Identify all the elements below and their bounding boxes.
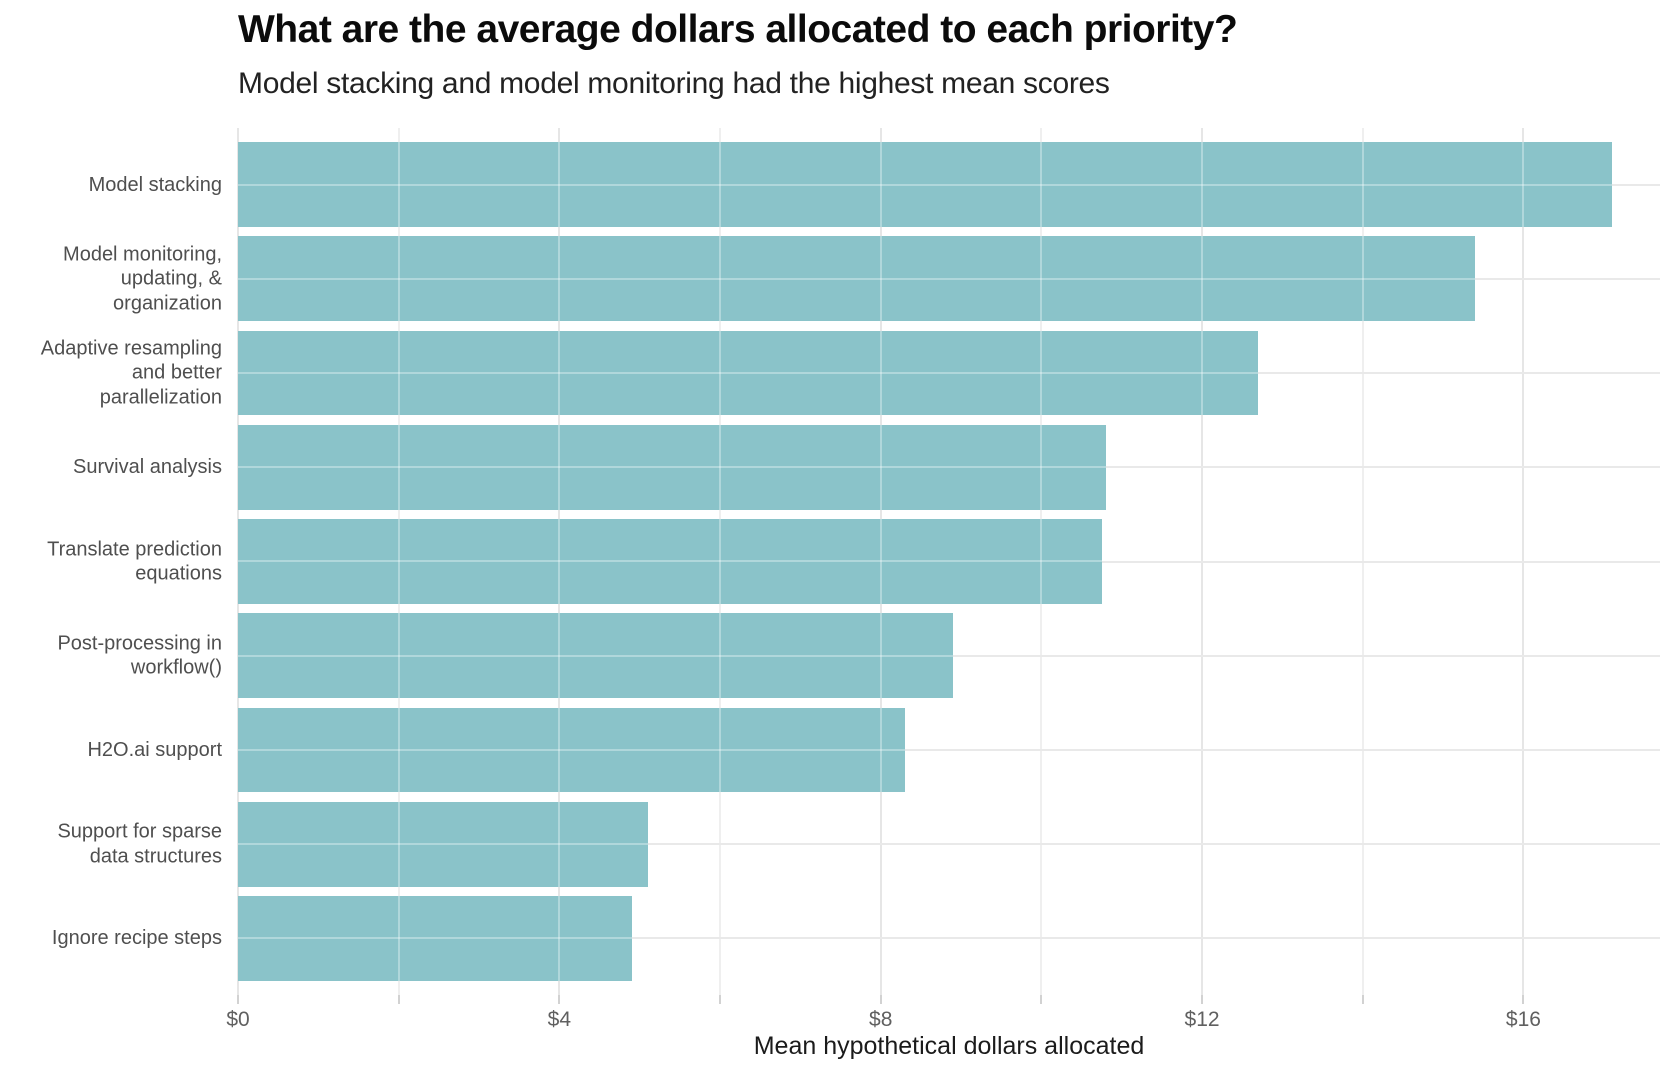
x-tick-mark <box>558 995 561 1004</box>
x-gridline-overlay <box>397 424 400 510</box>
x-gridline-overlay <box>558 330 561 416</box>
x-tick-mark <box>237 995 239 1004</box>
category-label: Model monitoring, updating, & organizati… <box>63 243 222 314</box>
y-gridline <box>238 843 1660 846</box>
y-gridline <box>238 748 1660 751</box>
bar <box>238 707 905 793</box>
chart-subtitle: Model stacking and model monitoring had … <box>238 67 1110 100</box>
x-gridline-overlay <box>719 519 722 604</box>
x-gridline-overlay <box>1361 142 1364 227</box>
y-gridline-overlay <box>238 183 1612 186</box>
x-gridline-overlay <box>879 707 882 793</box>
x-tick-label: $4 <box>547 1008 572 1031</box>
x-gridline-overlay <box>879 142 882 227</box>
x-gridline-overlay <box>719 330 722 416</box>
x-gridline-overlay <box>1040 236 1043 322</box>
category-label: Translate prediction equations <box>47 538 222 585</box>
x-gridline-overlay <box>397 142 400 227</box>
x-axis: $0 $4 $8 $12 $16 <box>226 995 1660 1035</box>
bar <box>238 236 1476 322</box>
bar <box>238 896 632 981</box>
x-gridline-overlay <box>1201 142 1204 227</box>
bar <box>238 613 954 699</box>
y-gridline-overlay <box>238 560 1102 563</box>
x-tick-mark <box>1040 995 1043 1004</box>
x-gridline-overlay <box>1040 330 1043 416</box>
y-gridline-overlay <box>238 937 632 940</box>
chart-title: What are the average dollars allocated t… <box>238 8 1238 51</box>
category-label: Adaptive resampling and better paralleli… <box>40 337 222 409</box>
x-gridline-overlay <box>397 236 400 322</box>
category-label: Ignore recipe steps <box>51 927 222 950</box>
x-gridline-overlay <box>397 519 400 604</box>
x-gridline-overlay <box>1361 236 1364 322</box>
category-label: Support for sparse data structures <box>57 820 222 868</box>
category-label: Survival analysis <box>73 456 222 479</box>
x-gridline-overlay <box>879 424 882 510</box>
x-gridline-overlay <box>879 236 882 322</box>
bar <box>238 330 1259 416</box>
x-gridline-overlay <box>879 613 882 699</box>
x-tick-label: $16 <box>1505 1008 1541 1031</box>
x-tick-mark <box>397 995 400 1004</box>
x-tick-mark <box>1522 995 1525 1004</box>
x-axis-title: Mean hypothetical dollars allocated <box>753 1032 1145 1060</box>
x-gridline-overlay <box>558 896 561 981</box>
x-gridline-overlay <box>558 613 561 699</box>
x-tick-label: $8 <box>869 1008 893 1031</box>
x-gridline-overlay <box>719 236 722 322</box>
x-gridline-overlay <box>397 801 400 887</box>
x-gridline-overlay <box>1040 424 1043 510</box>
x-gridline-overlay <box>719 142 722 227</box>
x-gridline-overlay <box>1522 142 1525 227</box>
category-label: H2O.ai support <box>87 738 222 761</box>
x-gridline-overlay <box>1040 142 1043 227</box>
x-gridline-overlay <box>397 330 400 416</box>
x-tick-mark <box>879 995 882 1004</box>
y-gridline-overlay <box>238 372 1259 375</box>
x-gridline-overlay <box>1040 519 1043 604</box>
x-tick-mark <box>719 995 722 1004</box>
x-gridline-overlay <box>719 424 722 510</box>
y-gridline-overlay <box>238 654 954 657</box>
category-label: Model stacking <box>88 173 222 196</box>
x-tick-label: $0 <box>226 1008 250 1031</box>
x-gridline-overlay <box>558 142 561 227</box>
x-tick-label: $12 <box>1184 1008 1220 1031</box>
x-gridline-overlay <box>719 707 722 793</box>
bar <box>238 424 1106 510</box>
x-gridline-overlay <box>397 613 400 699</box>
x-gridline-overlay <box>879 330 882 416</box>
plot-panel: Model stacking Model monitoring, updating… <box>41 128 1660 995</box>
x-gridline-overlay <box>397 896 400 981</box>
y-gridline-overlay <box>238 843 648 846</box>
y-gridline-overlay <box>238 277 1476 280</box>
category-label: Post-processing in workflow() <box>57 632 222 679</box>
x-gridline-overlay <box>558 236 561 322</box>
x-gridline-overlay <box>719 613 722 699</box>
x-gridline-overlay <box>397 707 400 793</box>
x-tick-mark <box>1201 995 1204 1004</box>
bar <box>238 519 1102 604</box>
x-gridline-overlay <box>879 519 882 604</box>
x-tick-mark <box>1361 995 1364 1004</box>
y-gridline-overlay <box>238 466 1106 469</box>
x-gridline-overlay <box>558 801 561 887</box>
x-gridline-overlay <box>558 519 561 604</box>
x-gridline-overlay <box>1201 330 1204 416</box>
x-gridline-overlay <box>558 707 561 793</box>
y-gridline <box>238 937 1660 940</box>
x-gridline-overlay <box>558 424 561 510</box>
bar <box>238 142 1612 227</box>
bar <box>238 801 648 887</box>
x-gridline-overlay <box>1201 236 1204 322</box>
y-gridline-overlay <box>238 748 905 751</box>
